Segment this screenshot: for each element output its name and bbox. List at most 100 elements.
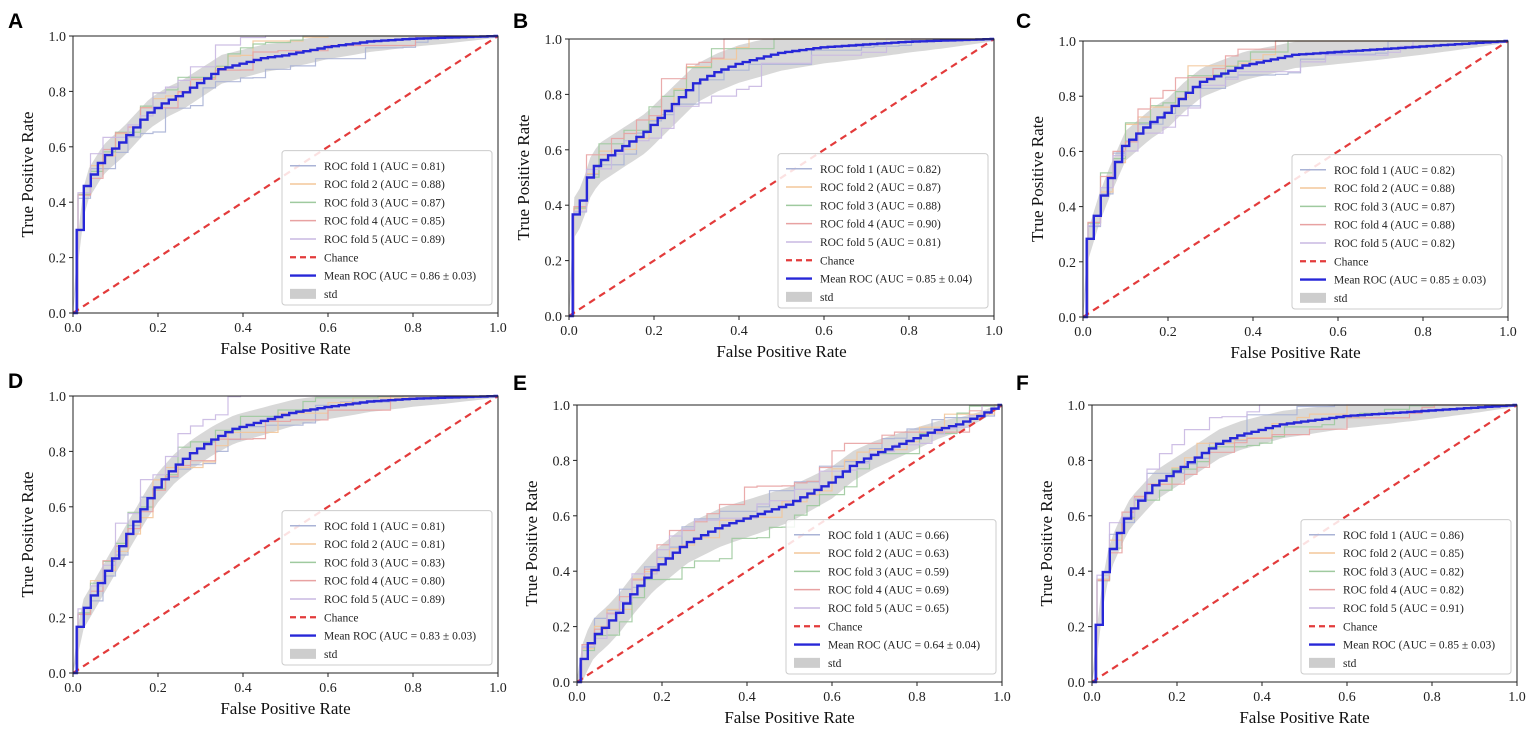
legend-fold-1-label: ROC fold 1 (AUC = 0.82) — [820, 164, 941, 176]
legend-mean-label: Mean ROC (AUC = 0.64 ± 0.04) — [828, 640, 980, 652]
x-tick-label: 0.0 — [64, 681, 82, 696]
mean-roc-line — [577, 403, 1002, 684]
y-tick-label: 0.4 — [1068, 565, 1086, 580]
panel-letter: A — [8, 10, 23, 33]
legend: ROC fold 1 (AUC = 0.81) ROC fold 2 (AUC =… — [281, 510, 493, 666]
x-axis-label: False Positive Rate — [716, 342, 846, 361]
y-axis-label: True Positive Rate — [522, 481, 541, 607]
legend-fold-2-label: ROC fold 2 (AUC = 0.63) — [828, 548, 949, 560]
x-tick-label: 1.0 — [1508, 690, 1526, 705]
y-tick-label: 0.2 — [1059, 256, 1077, 271]
x-tick-label: 0.0 — [1074, 325, 1092, 340]
y-tick-label: 0.0 — [49, 307, 67, 322]
legend-std-swatch — [1300, 292, 1326, 303]
y-tick-label: 0.0 — [545, 310, 563, 325]
x-tick-label: 0.6 — [1338, 690, 1356, 705]
legend-fold-1-label: ROC fold 1 (AUC = 0.81) — [324, 161, 445, 173]
std-band — [569, 39, 994, 316]
legend-fold-2-label: ROC fold 2 (AUC = 0.88) — [1334, 183, 1455, 195]
legend: ROC fold 1 (AUC = 0.81) ROC fold 2 (AUC =… — [281, 150, 493, 306]
y-tick-label: 1.0 — [553, 399, 571, 414]
x-axis-label: False Positive Rate — [1230, 343, 1360, 362]
x-tick-label: 1.0 — [489, 321, 507, 336]
panel-c: C 0.0 0.2 0.4 0.6 0.8 1.0 0.0 0.2 0.4 0.6 0.8 1.0 Fal… — [1016, 10, 1517, 362]
y-tick-label: 1.0 — [49, 30, 67, 45]
y-tick-label: 0.8 — [49, 85, 67, 100]
legend-mean-label: Mean ROC (AUC = 0.86 ± 0.03) — [324, 271, 476, 283]
x-tick-label: 0.2 — [149, 681, 167, 696]
legend-fold-3-label: ROC fold 3 (AUC = 0.59) — [828, 566, 949, 578]
legend-fold-1-label: ROC fold 1 (AUC = 0.86) — [1343, 530, 1464, 542]
legend-std-label: std — [820, 292, 834, 304]
x-tick-label: 0.8 — [900, 324, 918, 339]
x-tick-label: 0.0 — [1083, 690, 1101, 705]
x-tick-label: 0.2 — [149, 321, 167, 336]
legend-fold-3-label: ROC fold 3 (AUC = 0.83) — [324, 557, 445, 569]
legend-chance-label: Chance — [828, 621, 862, 633]
panel-letter: B — [513, 10, 528, 33]
y-tick-label: 0.4 — [553, 565, 571, 580]
plot-frame — [1082, 40, 1509, 318]
legend-fold-3-label: ROC fold 3 (AUC = 0.88) — [820, 200, 941, 212]
x-tick-label: 0.8 — [908, 690, 926, 705]
y-tick-label: 0.8 — [1068, 454, 1086, 469]
plot-frame — [576, 404, 1003, 683]
x-tick-label: 0.6 — [319, 681, 337, 696]
legend-std-label: std — [1334, 293, 1348, 305]
x-tick-label: 0.4 — [1253, 690, 1271, 705]
legend-std-label: std — [1343, 658, 1357, 670]
x-tick-label: 0.4 — [730, 324, 748, 339]
mean-roc-line — [569, 37, 994, 318]
y-tick-label: 0.0 — [1068, 676, 1086, 691]
legend-fold-5-label: ROC fold 5 (AUC = 0.81) — [820, 237, 941, 249]
x-tick-label: 0.2 — [1168, 690, 1186, 705]
y-tick-label: 0.4 — [545, 199, 563, 214]
y-tick-label: 1.0 — [1059, 35, 1077, 50]
legend-fold-1-label: ROC fold 1 (AUC = 0.82) — [1334, 165, 1455, 177]
legend-fold-4-label: ROC fold 4 (AUC = 0.82) — [1343, 585, 1464, 597]
y-tick-label: 0.8 — [545, 88, 563, 103]
y-tick-label: 0.8 — [1059, 90, 1077, 105]
plot-frame — [1091, 404, 1518, 683]
y-axis-label: True Positive Rate — [1028, 116, 1047, 242]
x-tick-label: 0.6 — [1329, 325, 1347, 340]
legend-fold-5-label: ROC fold 5 (AUC = 0.65) — [828, 603, 949, 615]
x-tick-label: 0.4 — [738, 690, 756, 705]
y-tick-label: 0.4 — [49, 196, 67, 211]
std-band — [73, 36, 498, 313]
x-axis-label: False Positive Rate — [1239, 708, 1369, 727]
x-tick-label: 0.6 — [823, 690, 841, 705]
legend-chance-label: Chance — [820, 255, 854, 267]
legend-chance-label: Chance — [1343, 621, 1377, 633]
x-tick-label: 1.0 — [985, 324, 1003, 339]
y-tick-label: 0.4 — [1059, 201, 1077, 216]
legend: ROC fold 1 (AUC = 0.82) ROC fold 2 (AUC =… — [1291, 154, 1503, 310]
y-tick-label: 0.8 — [553, 454, 571, 469]
legend-box — [281, 150, 493, 306]
mean-roc-line — [73, 34, 498, 315]
y-tick-label: 0.6 — [553, 510, 571, 525]
legend-box — [1300, 519, 1512, 675]
x-tick-label: 0.8 — [1423, 690, 1441, 705]
legend-fold-3-label: ROC fold 3 (AUC = 0.87) — [324, 197, 445, 209]
x-tick-label: 0.6 — [815, 324, 833, 339]
y-tick-label: 0.2 — [49, 612, 67, 627]
legend: ROC fold 1 (AUC = 0.82) ROC fold 2 (AUC =… — [777, 153, 989, 309]
legend-fold-2-label: ROC fold 2 (AUC = 0.87) — [820, 182, 941, 194]
y-tick-label: 1.0 — [1068, 399, 1086, 414]
y-tick-label: 1.0 — [49, 390, 67, 405]
x-tick-label: 0.4 — [234, 681, 252, 696]
x-tick-label: 0.8 — [404, 321, 422, 336]
x-tick-label: 1.0 — [489, 681, 507, 696]
mean-roc-line — [1083, 39, 1508, 319]
y-tick-label: 0.6 — [49, 501, 67, 516]
x-tick-label: 0.4 — [234, 321, 252, 336]
panel-a: A 0.0 0.2 0.4 0.6 0.8 1.0 0.0 0.2 0.4 0.6 0.8 1.0 Fal… — [8, 10, 507, 358]
y-tick-label: 0.6 — [545, 144, 563, 159]
panel-letter: E — [513, 372, 527, 395]
legend-fold-1-label: ROC fold 1 (AUC = 0.66) — [828, 530, 949, 542]
legend-fold-2-label: ROC fold 2 (AUC = 0.85) — [1343, 548, 1464, 560]
legend-fold-5-label: ROC fold 5 (AUC = 0.91) — [1343, 603, 1464, 615]
x-axis-label: False Positive Rate — [220, 699, 350, 718]
panel-f: F 0.0 0.2 0.4 0.6 0.8 1.0 0.0 0.2 0.4 0.6 0.8 1.0 Fal… — [1016, 372, 1526, 727]
